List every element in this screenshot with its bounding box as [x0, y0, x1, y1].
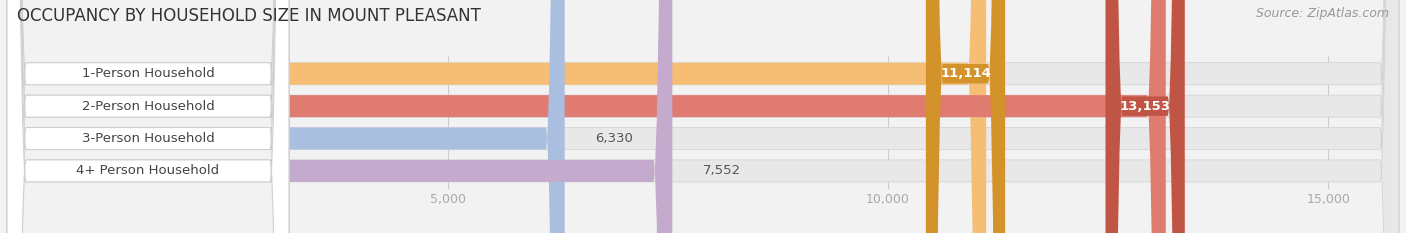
- Text: OCCUPANCY BY HOUSEHOLD SIZE IN MOUNT PLEASANT: OCCUPANCY BY HOUSEHOLD SIZE IN MOUNT PLE…: [17, 7, 481, 25]
- FancyBboxPatch shape: [7, 0, 1399, 233]
- FancyBboxPatch shape: [1105, 0, 1185, 233]
- FancyBboxPatch shape: [7, 0, 1166, 233]
- Text: 13,153: 13,153: [1119, 100, 1171, 113]
- FancyBboxPatch shape: [7, 0, 290, 233]
- FancyBboxPatch shape: [7, 0, 1399, 233]
- Text: 2-Person Household: 2-Person Household: [82, 100, 214, 113]
- Text: 11,114: 11,114: [941, 67, 991, 80]
- Text: 1-Person Household: 1-Person Household: [82, 67, 214, 80]
- Text: Source: ZipAtlas.com: Source: ZipAtlas.com: [1256, 7, 1389, 20]
- FancyBboxPatch shape: [7, 0, 672, 233]
- FancyBboxPatch shape: [7, 0, 565, 233]
- Text: 3-Person Household: 3-Person Household: [82, 132, 214, 145]
- FancyBboxPatch shape: [7, 0, 290, 233]
- FancyBboxPatch shape: [927, 0, 1005, 233]
- FancyBboxPatch shape: [7, 0, 1399, 233]
- Text: 6,330: 6,330: [596, 132, 633, 145]
- FancyBboxPatch shape: [7, 0, 290, 233]
- FancyBboxPatch shape: [7, 0, 986, 233]
- FancyBboxPatch shape: [7, 0, 1399, 233]
- Text: 4+ Person Household: 4+ Person Household: [76, 164, 219, 177]
- FancyBboxPatch shape: [7, 0, 290, 233]
- Text: 7,552: 7,552: [703, 164, 741, 177]
